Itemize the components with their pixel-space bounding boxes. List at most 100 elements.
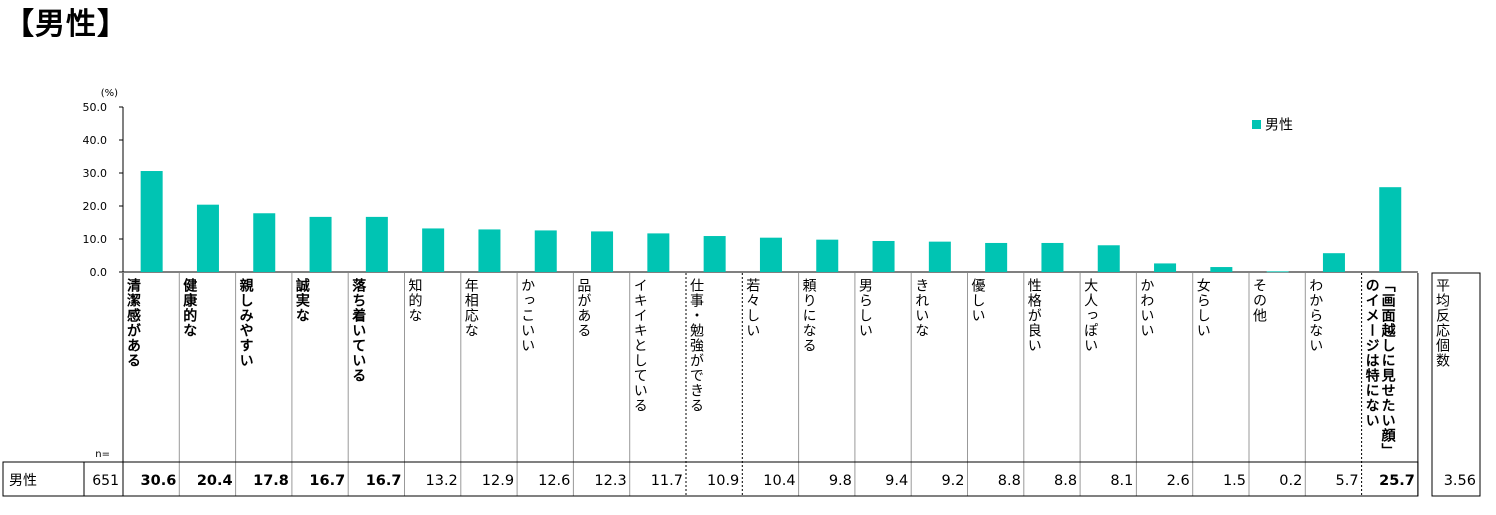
category-label-text: 落ち着いている [350,278,367,383]
category-label-text: 知的な [406,278,423,323]
category-label-2: 健康的な [181,278,198,338]
table-value-23: 25.7 [1379,473,1415,489]
category-label-3: 親しみやすい [237,278,254,368]
category-label-text: かわいい [1138,278,1155,338]
bar-4 [309,216,332,272]
extra-header: 平均反応個数 [1434,278,1450,368]
category-label-text: 品がある [575,278,592,338]
category-label-8: かっこいい [519,278,536,353]
category-label-7: 年相応な [462,278,479,338]
legend-swatch [1252,120,1261,129]
bar-16 [985,242,1008,272]
table-n-value: 651 [92,473,119,489]
table-value-12: 10.4 [763,473,795,489]
bar-14 [872,240,895,272]
y-tick-label: 0.0 [90,266,108,279]
category-label-text: 性格が良い [1025,278,1042,353]
bar-10 [647,233,670,272]
category-label-19: かわいい [1138,278,1155,338]
bar-1 [140,171,163,272]
table-value-16: 8.8 [998,473,1021,489]
bar-3 [253,213,276,272]
table-value-14: 9.4 [885,473,908,489]
page-title: 【男性】 [4,7,128,42]
table-value-1: 30.6 [141,473,177,489]
table-value-15: 9.2 [941,473,964,489]
category-label-text: かっこいい [519,278,536,353]
table-value-13: 9.8 [829,473,852,489]
table-value-22: 5.7 [1336,473,1359,489]
category-label-text: 健康的な [181,278,198,338]
table-value-17: 8.8 [1054,473,1077,489]
y-tick-label: 50.0 [83,101,108,114]
bar-23 [1379,187,1402,272]
table-value-3: 17.8 [253,473,289,489]
table-value-6: 13.2 [426,473,458,489]
category-label-text: 仕事・勉強ができる [688,278,704,413]
category-label-text: 親しみやすい [237,278,254,368]
bar-13 [816,239,839,272]
table-value-9: 12.3 [594,473,626,489]
n-label: n= [95,449,110,460]
category-label-5: 落ち着いている [350,278,367,383]
category-label-12: 若々しい [744,278,760,338]
extra-value: 3.56 [1444,473,1476,489]
category-label-10: イキイキとしている [631,278,648,413]
y-tick-label: 30.0 [83,167,108,180]
bar-18 [1097,245,1120,272]
category-label-13: 頼りになる [800,278,817,353]
bar-2 [196,204,219,272]
category-label-16: 優しい [969,278,986,323]
y-tick-label: 10.0 [83,233,108,246]
bar-21 [1266,271,1289,273]
category-label-text: 男らしい [856,278,873,338]
category-label-4: 誠実な [294,278,310,323]
bar-19 [1154,263,1177,272]
table-value-18: 8.1 [1110,473,1133,489]
y-tick-label: 20.0 [83,200,108,213]
category-label-text: 頼りになる [800,278,817,353]
category-label-text: 清潔感がある [125,278,141,368]
table-row-box [2,461,1419,497]
category-label-text: 優しい [969,278,986,323]
bar-6 [422,228,445,272]
category-label-6: 知的な [406,278,423,323]
category-label-20: 女らしい [1194,278,1211,338]
y-tick-label: 40.0 [83,134,108,147]
category-label-text: 年相応な [462,278,479,338]
category-label-text: 女らしい [1194,278,1211,338]
extra-header-text: 平均反応個数 [1434,278,1450,368]
category-label-text: イキイキとしている [631,278,648,413]
y-unit-label: (%) [101,88,118,99]
table-value-5: 16.7 [366,473,402,489]
legend-label: 男性 [1265,118,1293,134]
table-value-7: 12.9 [482,473,514,489]
category-label-23: 「画面越しに見せたい顔」のイメージは特にない [1363,278,1396,458]
table-value-21: 0.2 [1279,473,1302,489]
category-label-14: 男らしい [856,278,873,338]
category-label-9: 品がある [575,278,592,338]
category-label-17: 性格が良い [1025,278,1042,353]
table-value-4: 16.7 [309,473,345,489]
bar-17 [1041,242,1064,272]
category-label-1: 清潔感がある [125,278,141,368]
bar-22 [1322,253,1345,272]
category-label-text: わからない [1307,278,1324,353]
table-value-11: 10.9 [707,473,739,489]
category-label-21: その他 [1251,278,1267,323]
category-label-text: 「画面越しに見せたい顔」のイメージは特にない [1363,278,1396,458]
category-label-text: きれいな [913,278,930,338]
table-row-label: 男性 [9,473,37,489]
category-label-22: わからない [1307,278,1324,353]
category-label-18: 大人っぽい [1082,278,1098,353]
category-label-15: きれいな [913,278,930,338]
table-value-8: 12.6 [538,473,570,489]
table-value-2: 20.4 [197,473,233,489]
bar-20 [1210,267,1233,272]
bar-5 [365,216,388,272]
bar-8 [534,230,557,272]
bar-15 [928,241,951,272]
bar-12 [759,237,782,272]
bar-7 [478,229,501,272]
